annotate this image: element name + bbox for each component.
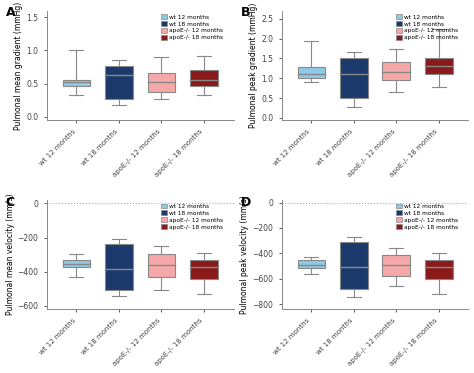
- Bar: [105, 66, 133, 99]
- Text: C: C: [6, 196, 15, 209]
- Bar: [190, 70, 218, 85]
- Legend: wt 12 months, wt 18 months, apoE-/- 12 months, apoE-/- 18 months: wt 12 months, wt 18 months, apoE-/- 12 m…: [161, 14, 224, 41]
- Bar: [147, 73, 175, 92]
- Legend: wt 12 months, wt 18 months, apoE-/- 12 months, apoE-/- 18 months: wt 12 months, wt 18 months, apoE-/- 12 m…: [396, 203, 459, 230]
- Y-axis label: Pulmonal peak velocity (mm/s): Pulmonal peak velocity (mm/s): [240, 195, 249, 314]
- Bar: [298, 260, 325, 268]
- Text: A: A: [6, 6, 15, 19]
- Y-axis label: Pulmonal peak gradient (mmHg): Pulmonal peak gradient (mmHg): [249, 3, 258, 128]
- Bar: [425, 58, 453, 74]
- Bar: [63, 80, 90, 85]
- Bar: [425, 260, 453, 279]
- Bar: [383, 255, 410, 276]
- Y-axis label: Pulmonal mean gradient (mmHg): Pulmonal mean gradient (mmHg): [14, 1, 23, 129]
- Legend: wt 12 months, wt 18 months, apoE-/- 12 months, apoE-/- 18 months: wt 12 months, wt 18 months, apoE-/- 12 m…: [161, 203, 224, 230]
- Bar: [383, 62, 410, 80]
- Bar: [340, 242, 367, 289]
- Text: B: B: [240, 6, 250, 19]
- Bar: [340, 59, 367, 98]
- Bar: [63, 260, 90, 267]
- Y-axis label: Pulmonal mean velocity (mm/s): Pulmonal mean velocity (mm/s): [6, 194, 15, 316]
- Bar: [298, 67, 325, 78]
- Bar: [147, 254, 175, 277]
- Text: D: D: [240, 196, 251, 209]
- Bar: [105, 244, 133, 291]
- Legend: wt 12 months, wt 18 months, apoE-/- 12 months, apoE-/- 18 months: wt 12 months, wt 18 months, apoE-/- 12 m…: [396, 14, 459, 41]
- Bar: [190, 260, 218, 279]
